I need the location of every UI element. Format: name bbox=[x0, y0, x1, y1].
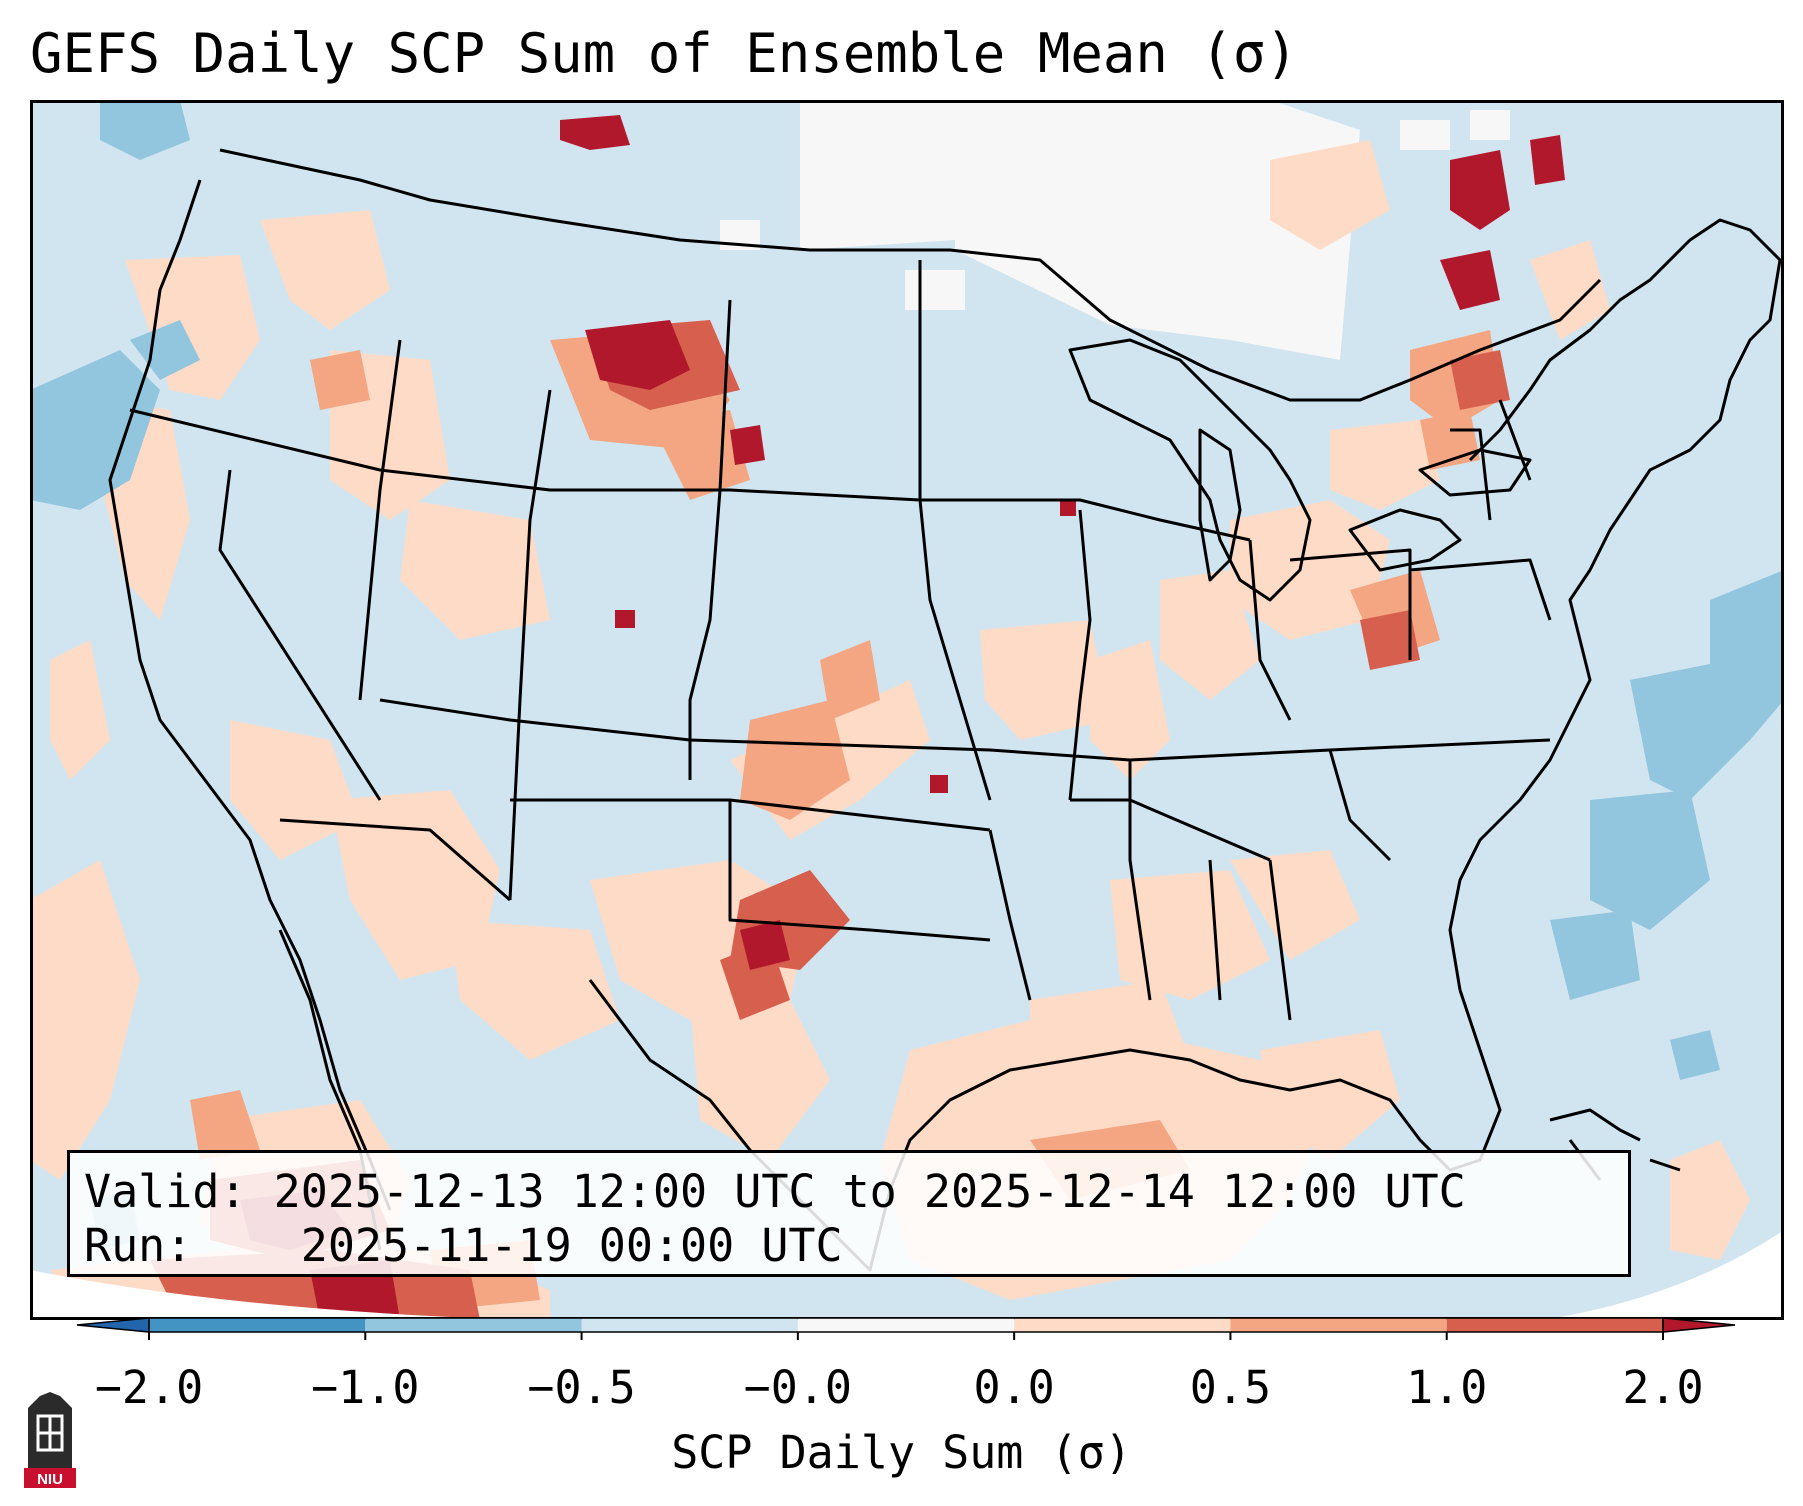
colorbar-segment bbox=[149, 1318, 366, 1332]
negative-cells bbox=[30, 100, 1784, 1250]
logo-banner bbox=[24, 1468, 76, 1488]
colorbar-segment bbox=[1230, 1318, 1447, 1332]
state-lines bbox=[129, 260, 1552, 1021]
run-label: Run: bbox=[84, 1219, 193, 1272]
great-lakes bbox=[1068, 338, 1312, 602]
colorbar-segment bbox=[1014, 1318, 1231, 1332]
colorbar bbox=[76, 1317, 1736, 1340]
colorbar-tick-label: −0.0 bbox=[743, 1361, 853, 1414]
colorbar-under-arrow bbox=[76, 1317, 150, 1333]
outside-domain-corners bbox=[30, 1230, 1784, 1320]
colorbar-tick-label: 1.0 bbox=[1406, 1361, 1488, 1414]
colorbar-tick-label: −0.5 bbox=[527, 1361, 636, 1414]
colorbar-tick-labels: −2.0 −1.0 −0.5 −0.0 0.0 0.5 1.0 2.0 bbox=[0, 1360, 1803, 1420]
coastline-west bbox=[108, 179, 392, 1211]
colorbar-tick-label: 0.0 bbox=[973, 1361, 1055, 1414]
colorbar-tick-label: 2.0 bbox=[1622, 1361, 1704, 1414]
valid-value: 2025-12-13 12:00 UTC to 2025-12-14 12:00… bbox=[273, 1165, 1466, 1218]
colorbar-segment bbox=[581, 1318, 798, 1332]
valid-label: Valid: bbox=[84, 1165, 247, 1218]
neutral-cells bbox=[720, 100, 1510, 360]
colorbar-segment bbox=[1446, 1318, 1663, 1332]
colorbar-segment bbox=[797, 1318, 1015, 1332]
niu-logo: NIU bbox=[24, 1392, 76, 1488]
light-positive-cells bbox=[30, 140, 1750, 1320]
logo-window-bars bbox=[38, 1416, 62, 1450]
canada-us-border bbox=[219, 148, 1602, 402]
logo-text: NIU bbox=[37, 1471, 63, 1488]
boundaries bbox=[108, 148, 1782, 1272]
validity-info-box: Valid: 2025-12-13 12:00 UTC to 2025-12-1… bbox=[67, 1150, 1631, 1277]
colorbar-tick-label: −1.0 bbox=[311, 1361, 420, 1414]
colorbar-frame bbox=[148, 1317, 1664, 1333]
colorbar-segment bbox=[365, 1318, 582, 1332]
chart-title: GEFS Daily SCP Sum of Ensemble Mean (σ) bbox=[30, 22, 1298, 85]
valid-line: Valid: 2025-12-13 12:00 UTC to 2025-12-1… bbox=[84, 1165, 1614, 1219]
coastline-east bbox=[1448, 218, 1782, 991]
lake-erie-ontario bbox=[1348, 448, 1532, 572]
run-line: Run: 2025-11-19 00:00 UTC bbox=[84, 1219, 1614, 1273]
colorbar-tick-label: 0.5 bbox=[1189, 1361, 1272, 1414]
colorbar-label: SCP Daily Sum (σ) bbox=[671, 1426, 1132, 1479]
colorbar-tick-label: −2.0 bbox=[94, 1361, 204, 1414]
run-value: 2025-11-19 00:00 UTC bbox=[300, 1219, 843, 1272]
scp-anomaly-map bbox=[30, 100, 1784, 1320]
lake-michigan bbox=[1198, 428, 1242, 582]
colorbar-over-arrow bbox=[1662, 1317, 1736, 1333]
